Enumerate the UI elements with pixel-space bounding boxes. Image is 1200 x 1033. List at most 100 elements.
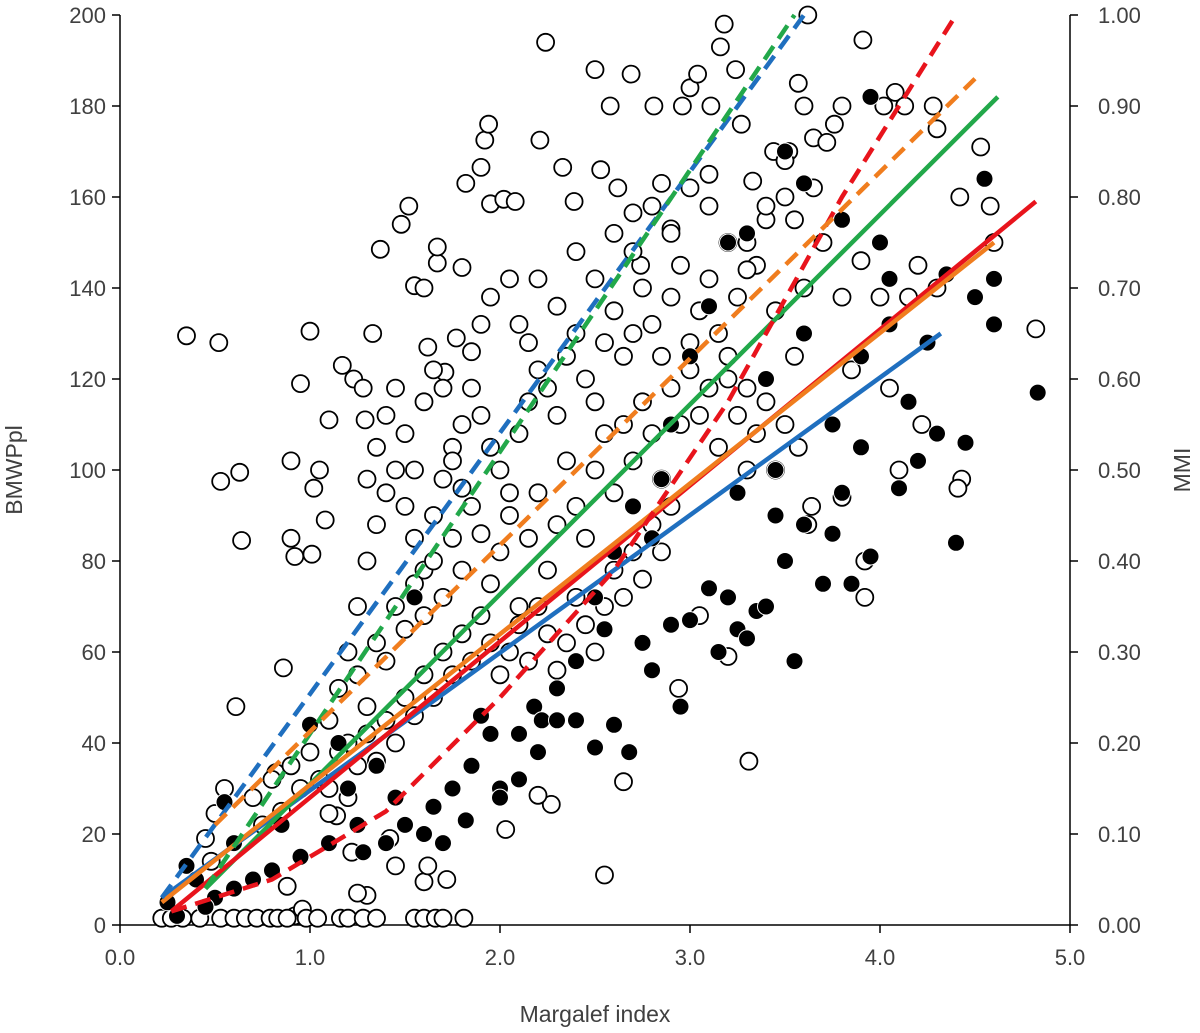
filled-data-point bbox=[329, 734, 348, 752]
open-data-point bbox=[414, 392, 434, 412]
filled-data-point bbox=[681, 611, 699, 630]
open-data-point bbox=[817, 132, 837, 152]
open-data-point bbox=[585, 392, 605, 412]
open-data-point bbox=[177, 326, 196, 346]
x-tick-label: 0.0 bbox=[105, 945, 136, 970]
open-data-point bbox=[302, 544, 322, 564]
open-data-point bbox=[851, 251, 871, 271]
open-data-point bbox=[319, 804, 339, 823]
filled-data-point bbox=[738, 629, 756, 648]
filled-circle-series bbox=[158, 87, 1047, 925]
open-data-point bbox=[714, 14, 734, 34]
open-data-point bbox=[557, 451, 576, 471]
open-data-point bbox=[500, 269, 519, 289]
open-data-point bbox=[395, 496, 415, 516]
filled-data-point bbox=[396, 815, 414, 834]
open-data-point bbox=[711, 37, 730, 57]
open-data-point bbox=[669, 679, 688, 698]
open-data-point bbox=[433, 378, 453, 398]
filled-data-point bbox=[320, 834, 338, 853]
open-data-point bbox=[528, 483, 548, 503]
filled-data-point bbox=[842, 574, 861, 593]
open-data-point bbox=[357, 697, 377, 716]
filled-data-point bbox=[823, 524, 842, 543]
y-left-tick-label: 80 bbox=[82, 549, 106, 574]
open-data-point bbox=[756, 196, 776, 216]
open-data-point bbox=[547, 515, 567, 534]
open-data-point bbox=[414, 665, 434, 685]
open-data-point bbox=[739, 751, 759, 771]
open-data-point bbox=[927, 119, 947, 139]
open-data-point bbox=[950, 187, 970, 207]
open-data-point bbox=[690, 405, 709, 425]
open-data-point bbox=[348, 597, 367, 616]
filled-data-point bbox=[700, 297, 718, 316]
filled-data-point bbox=[785, 652, 804, 671]
open-data-point bbox=[300, 742, 320, 762]
filled-data-point bbox=[766, 506, 785, 525]
red-solid-trend-line bbox=[169, 199, 1038, 914]
filled-data-point bbox=[928, 424, 946, 443]
x-tick-label: 4.0 bbox=[865, 945, 896, 970]
open-data-point bbox=[699, 196, 719, 216]
y-right-tick-label: 0.20 bbox=[1098, 731, 1141, 756]
open-data-point bbox=[971, 137, 991, 157]
open-data-point bbox=[211, 471, 231, 491]
green-solid-trend-line bbox=[203, 95, 1000, 891]
filled-data-point bbox=[909, 451, 927, 470]
x-axis-title: Margalef index bbox=[520, 1001, 671, 1027]
filled-data-point bbox=[443, 779, 462, 798]
open-data-point bbox=[308, 908, 328, 928]
open-data-point bbox=[536, 32, 555, 52]
open-data-point bbox=[644, 96, 664, 116]
open-data-point bbox=[564, 192, 584, 211]
open-data-point bbox=[621, 64, 641, 84]
open-data-point bbox=[633, 392, 652, 412]
open-data-point bbox=[433, 588, 453, 607]
filled-data-point bbox=[567, 652, 585, 671]
open-data-point bbox=[277, 876, 297, 896]
filled-data-point bbox=[548, 679, 566, 698]
filled-data-point bbox=[947, 533, 965, 552]
open-data-point bbox=[623, 203, 643, 223]
open-data-point bbox=[277, 908, 297, 928]
filled-data-point bbox=[529, 743, 547, 762]
filled-data-point bbox=[766, 461, 785, 479]
filled-data-point bbox=[852, 438, 870, 457]
open-data-point bbox=[908, 255, 928, 275]
y-axis-right-title: MMI bbox=[1169, 448, 1195, 493]
filled-data-point bbox=[354, 843, 373, 862]
y-right-tick-label: 1.00 bbox=[1098, 3, 1141, 28]
open-data-point bbox=[481, 574, 500, 594]
filled-data-point bbox=[719, 588, 737, 607]
filled-data-point bbox=[462, 756, 481, 775]
open-data-point bbox=[566, 496, 586, 516]
filled-data-point bbox=[890, 479, 908, 498]
open-data-point bbox=[414, 606, 434, 625]
y-left-tick-label: 200 bbox=[69, 3, 106, 28]
open-data-point bbox=[530, 130, 550, 150]
filled-data-point bbox=[525, 697, 544, 716]
open-data-point bbox=[310, 460, 329, 480]
filled-data-point bbox=[415, 825, 433, 843]
open-data-point bbox=[273, 658, 293, 678]
open-data-point bbox=[576, 369, 595, 389]
filled-data-point bbox=[633, 633, 652, 652]
x-tick-label: 1.0 bbox=[295, 945, 326, 970]
open-data-point bbox=[541, 795, 561, 814]
filled-data-point bbox=[595, 620, 614, 639]
open-data-point bbox=[614, 588, 633, 607]
open-data-point bbox=[437, 870, 457, 889]
open-data-point bbox=[623, 324, 643, 343]
open-data-point bbox=[452, 415, 472, 434]
open-data-point bbox=[633, 278, 652, 298]
filled-data-point bbox=[567, 711, 585, 730]
open-data-point bbox=[454, 908, 474, 928]
filled-data-point bbox=[899, 392, 918, 411]
filled-data-point bbox=[795, 515, 813, 534]
open-data-point bbox=[399, 196, 419, 216]
open-data-point bbox=[452, 258, 472, 277]
y-right-tick-label: 0.00 bbox=[1098, 913, 1141, 938]
open-data-point bbox=[642, 314, 662, 334]
y-right-tick-label: 0.60 bbox=[1098, 367, 1141, 392]
